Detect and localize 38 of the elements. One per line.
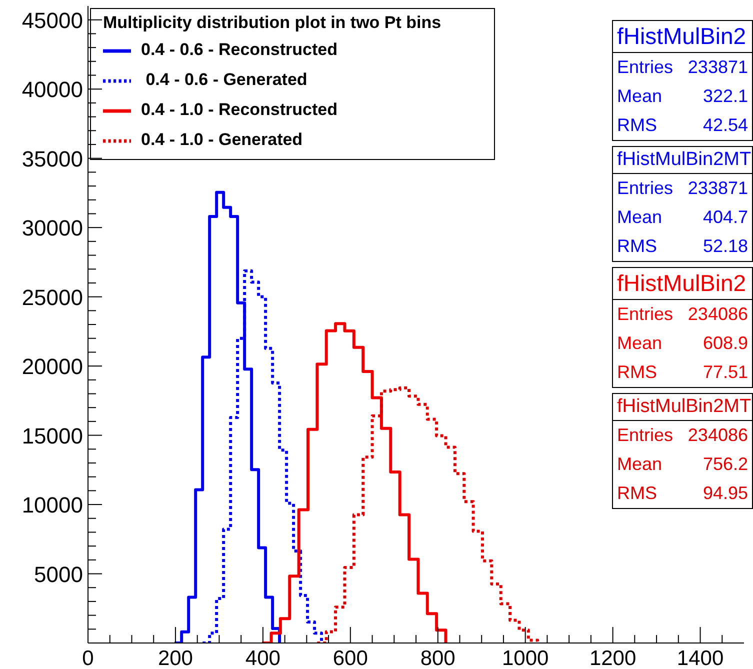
x-tick-label: 400 [245,647,280,669]
annotation: Entries 234086 [617,304,748,325]
annotation: fHistMulBin2 [613,268,752,300]
legend-label: 0.4 - 0.6 - Generated [144,70,308,89]
y-tick-label: 5000 [34,562,83,587]
x-tick-label: 1400 [676,647,724,669]
y-tick-label: 25000 [22,284,83,310]
y-tick-label: 10000 [22,492,83,518]
legend-title: Multiplicity distribution plot in two Pt bins [103,13,442,33]
legend-label: 0.4 - 0.6 - Reconstructed [141,40,338,59]
text: RMS 42.54 [617,115,748,135]
y-tick-label: 45000 [22,8,83,33]
y-tick-label: 35000 [22,146,83,172]
annotation: fHistMulBin2 [613,21,752,53]
y-tick-label: 40000 [22,77,83,102]
annotation: Entries 234086 [617,425,748,446]
text: Mean 756.2 [617,454,748,474]
y-tick-label: 15000 [22,423,83,448]
legend-label: 0.4 - 1.0 - Reconstructed [141,100,338,119]
x-tick-label: 0 [82,647,94,669]
text: Mean 322.1 [617,86,748,106]
x-tick-label: 1000 [502,647,549,669]
text: Mean 608.9 [617,333,748,353]
legend-label: 0.4 - 1.0 - Generated [141,130,303,149]
annotation: fHistMulBin2MT [613,147,752,174]
y-tick-label: 20000 [22,354,83,380]
annotation: Entries 233871 [617,178,748,199]
annotation: Entries 233871 [617,57,748,78]
annotation: fHistMulBin2MT [613,394,752,421]
x-tick-label: 600 [332,647,368,669]
text: RMS 77.51 [617,362,748,382]
x-tick-label: 1200 [589,647,636,669]
x-tick-label: 200 [158,647,193,669]
x-tick-label: 800 [420,647,456,669]
text: Mean 404.7 [617,207,748,227]
y-tick-label: 30000 [22,216,83,241]
text: RMS 52.18 [617,236,748,256]
text: RMS 94.95 [617,483,748,503]
